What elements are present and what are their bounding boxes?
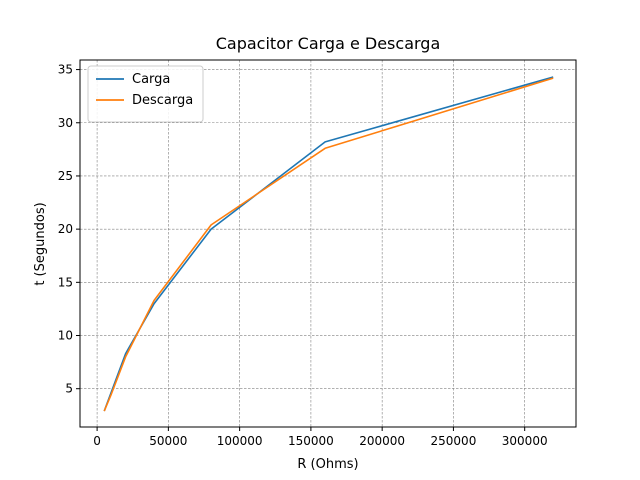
y-tick-label: 35 [58, 63, 73, 77]
legend-label: Carga [132, 72, 170, 87]
y-axis-label: t (Segundos) [33, 202, 48, 285]
y-tick-label: 20 [58, 222, 73, 236]
series-layer [103, 76, 554, 412]
y-tick-label: 30 [58, 116, 73, 130]
legend: Carga Descarga [87, 65, 204, 123]
legend-label: Descarga [132, 93, 193, 108]
legend-box [87, 65, 204, 123]
x-tick-label: 0 [93, 434, 101, 448]
x-tick-label: 150000 [288, 434, 334, 448]
x-tick-label: 250000 [431, 434, 477, 448]
y-tick-label: 25 [58, 169, 73, 183]
x-tick-label: 50000 [149, 434, 187, 448]
x-tick-label: 200000 [359, 434, 405, 448]
x-tick-label: 300000 [502, 434, 548, 448]
y-ticks: 5 10 15 20 25 30 35 [58, 63, 80, 396]
x-axis-label: R (Ohms) [297, 457, 358, 472]
x-ticks: 0 50000 100000 150000 200000 250000 300000 [93, 427, 548, 448]
chart-title: Capacitor Carga e Descarga [216, 34, 441, 53]
plot-frame [79, 59, 577, 428]
y-tick-label: 15 [58, 275, 73, 289]
grid [80, 60, 576, 427]
x-tick-label: 100000 [217, 434, 263, 448]
y-tick-label: 5 [65, 382, 73, 396]
y-tick-label: 10 [58, 329, 73, 343]
series-line-descarga [103, 77, 554, 412]
